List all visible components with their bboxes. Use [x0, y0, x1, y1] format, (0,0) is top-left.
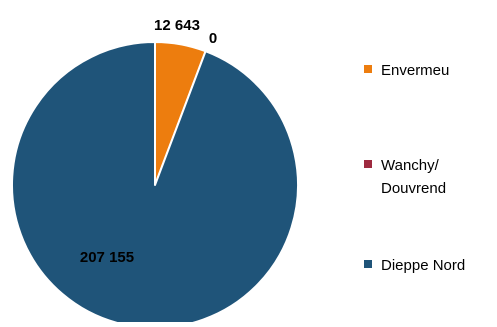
legend-swatch-dieppe-nord: [364, 260, 372, 268]
legend-label-envermeu: Envermeu: [381, 62, 449, 79]
pie-data-labels: 12 643 0 207 155: [80, 17, 217, 266]
data-label-dieppe-nord: 207 155: [80, 249, 134, 266]
data-label-envermeu: 12 643: [154, 17, 200, 34]
chart-legend: Envermeu Wanchy/Douvrend Dieppe Nord: [364, 62, 465, 274]
legend-label-wanchy-douvrend-line-2: Douvrend: [381, 180, 446, 197]
legend-label-wanchy-douvrend-line-1: Wanchy/: [381, 157, 440, 174]
legend-swatch-envermeu: [364, 65, 372, 73]
pie-slice-dieppe-nord: [11, 41, 299, 327]
legend-label-dieppe-nord: Dieppe Nord: [381, 257, 465, 274]
legend-swatch-wanchy-douvrend: [364, 160, 372, 168]
data-label-wanchy-douvrend: 0: [209, 30, 217, 47]
pie-slices: [11, 41, 299, 327]
